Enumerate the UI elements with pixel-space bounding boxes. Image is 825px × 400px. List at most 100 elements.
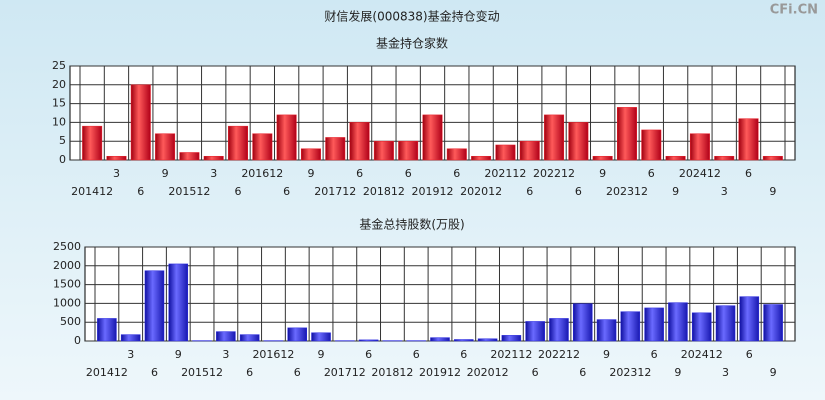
bar: [216, 331, 236, 342]
x-tick-label: 6: [651, 348, 658, 361]
bar: [430, 337, 450, 342]
y-tick-label: 20: [52, 78, 66, 91]
bar: [179, 152, 200, 161]
x-tick-label: 6: [526, 185, 533, 198]
x-tick-label: 201712: [324, 366, 366, 379]
bar: [763, 304, 783, 342]
bar: [738, 118, 759, 161]
bar: [325, 137, 346, 161]
y-tick-label: 2000: [53, 259, 81, 272]
y-tick-label: 25: [52, 59, 66, 72]
x-tick-label: 202012: [467, 366, 509, 379]
bar: [568, 122, 589, 161]
y-tick-label: 1500: [53, 278, 81, 291]
x-tick-label: 3: [222, 348, 229, 361]
bar: [689, 133, 710, 161]
x-tick-label: 202312: [609, 366, 651, 379]
bar: [644, 307, 664, 342]
x-tick-label: 9: [770, 366, 777, 379]
bar: [665, 155, 686, 161]
x-tick-label: 6: [235, 185, 242, 198]
y-tick-label: 5: [59, 134, 66, 147]
bar: [349, 122, 370, 161]
x-tick-label: 9: [769, 185, 776, 198]
y-tick-label: 0: [59, 153, 66, 166]
x-tick-label: 201612: [241, 167, 283, 180]
x-tick-label: 6: [648, 167, 655, 180]
bar: [311, 332, 331, 342]
x-tick-label: 201812: [371, 366, 413, 379]
bar: [477, 338, 498, 342]
chart-title: 基金总持股数(万股): [359, 217, 464, 232]
x-tick-label: 9: [672, 185, 679, 198]
bar: [471, 155, 492, 161]
x-tick-label: 6: [579, 366, 586, 379]
bar: [422, 114, 443, 161]
bar: [495, 144, 516, 161]
x-tick-label: 6: [453, 167, 460, 180]
bar: [596, 319, 617, 342]
bar: [130, 84, 151, 161]
x-tick-label: 202212: [538, 348, 580, 361]
x-tick-label: 9: [603, 348, 610, 361]
page-title: 财信发展(000838)基金持仓变动: [324, 9, 499, 24]
bar: [739, 296, 760, 342]
x-tick-label: 201712: [314, 185, 356, 198]
x-tick-label: 6: [137, 185, 144, 198]
bar: [714, 155, 735, 161]
x-tick-label: 9: [307, 167, 314, 180]
bar: [501, 335, 522, 342]
bar: [203, 155, 224, 161]
x-tick-label: 6: [746, 348, 753, 361]
x-tick-label: 3: [722, 366, 729, 379]
x-tick-label: 6: [283, 185, 290, 198]
x-tick-label: 201512: [181, 366, 223, 379]
bar: [641, 129, 662, 161]
x-tick-label: 6: [575, 185, 582, 198]
x-tick-label: 9: [175, 348, 182, 361]
bar: [691, 312, 712, 342]
y-tick-label: 10: [52, 115, 66, 128]
x-tick-label: 201412: [71, 185, 113, 198]
bar: [358, 339, 379, 342]
x-tick-label: 201912: [419, 366, 461, 379]
bar: [544, 114, 565, 161]
bar: [549, 318, 569, 342]
x-tick-label: 6: [365, 348, 372, 361]
bar: [120, 334, 141, 342]
x-tick-label: 9: [318, 348, 325, 361]
x-tick-label: 9: [162, 167, 169, 180]
bar: [276, 114, 297, 161]
x-tick-label: 3: [127, 348, 134, 361]
x-tick-label: 9: [599, 167, 606, 180]
bar: [82, 125, 103, 161]
y-tick-label: 500: [60, 315, 81, 328]
watermark: CFi.CN: [770, 3, 818, 18]
plot-area: [84, 246, 796, 342]
x-tick-label: 6: [294, 366, 301, 379]
y-tick-label: 15: [52, 97, 66, 110]
bar: [572, 303, 593, 342]
x-tick-label: 3: [721, 185, 728, 198]
bar: [446, 148, 467, 161]
bar: [300, 148, 321, 161]
x-tick-label: 3: [113, 167, 120, 180]
x-tick-label: 6: [460, 348, 467, 361]
chart-title: 基金持仓家数: [376, 36, 448, 51]
x-tick-label: 202112: [484, 167, 526, 180]
bar: [592, 155, 613, 161]
bar: [97, 318, 117, 342]
bar: [106, 155, 127, 161]
bar: [519, 140, 540, 161]
bar: [168, 263, 189, 342]
x-tick-label: 6: [151, 366, 158, 379]
bar: [715, 305, 736, 342]
x-tick-label: 6: [532, 366, 539, 379]
x-tick-label: 202012: [460, 185, 502, 198]
bar: [620, 311, 641, 342]
x-tick-label: 202212: [533, 167, 575, 180]
x-tick-label: 6: [745, 167, 752, 180]
y-tick-label: 1000: [53, 296, 81, 309]
x-tick-label: 6: [413, 348, 420, 361]
bar: [155, 133, 176, 161]
